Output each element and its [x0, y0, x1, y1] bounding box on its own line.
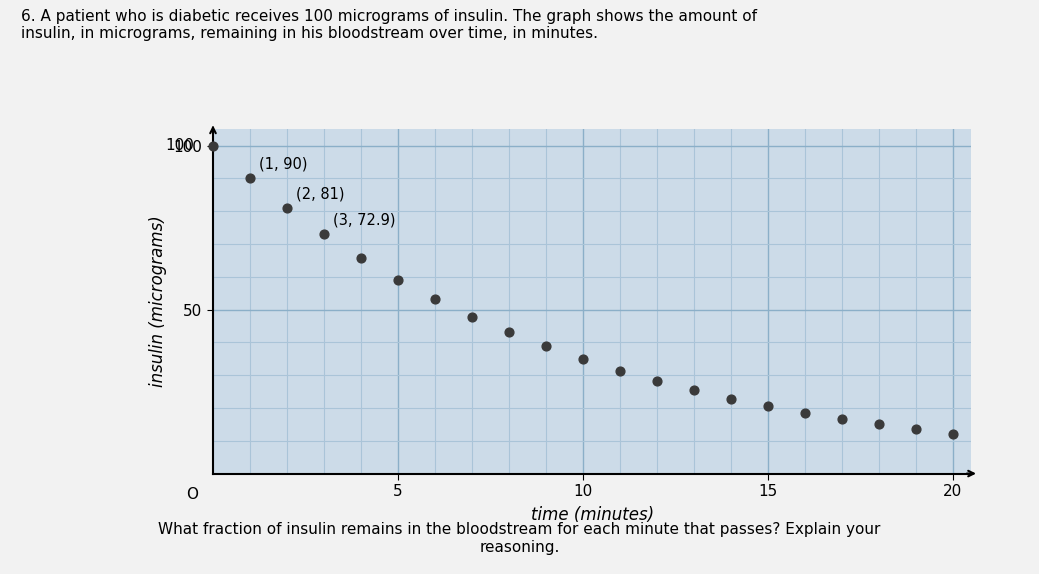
Point — [833, 414, 850, 424]
Point — [871, 420, 887, 429]
Text: 6. A patient who is diabetic receives 100 micrograms of insulin. The graph shows: 6. A patient who is diabetic receives 10… — [21, 9, 756, 41]
Point — [278, 203, 295, 212]
Point — [648, 377, 665, 386]
Point — [242, 174, 259, 183]
Point — [390, 276, 406, 285]
Point — [463, 312, 480, 321]
Point — [797, 408, 814, 417]
Point — [427, 294, 444, 304]
Point — [575, 355, 591, 364]
Point — [537, 342, 554, 351]
Text: (2, 81): (2, 81) — [296, 187, 345, 201]
Text: O: O — [186, 487, 197, 502]
X-axis label: time (minutes): time (minutes) — [531, 506, 654, 524]
Point — [352, 254, 369, 263]
Point — [205, 141, 221, 150]
Point — [612, 366, 629, 375]
Point — [944, 429, 961, 439]
Point — [316, 230, 332, 239]
Y-axis label: insulin (micrograms): insulin (micrograms) — [149, 215, 166, 387]
Point — [760, 401, 776, 410]
Text: 100: 100 — [165, 138, 194, 153]
Point — [908, 425, 925, 434]
Text: (3, 72.9): (3, 72.9) — [334, 213, 396, 228]
Text: (1, 90): (1, 90) — [260, 157, 308, 172]
Point — [686, 386, 702, 395]
Point — [501, 328, 517, 337]
Text: What fraction of insulin remains in the bloodstream for each minute that passes?: What fraction of insulin remains in the … — [158, 522, 881, 554]
Point — [723, 394, 740, 403]
